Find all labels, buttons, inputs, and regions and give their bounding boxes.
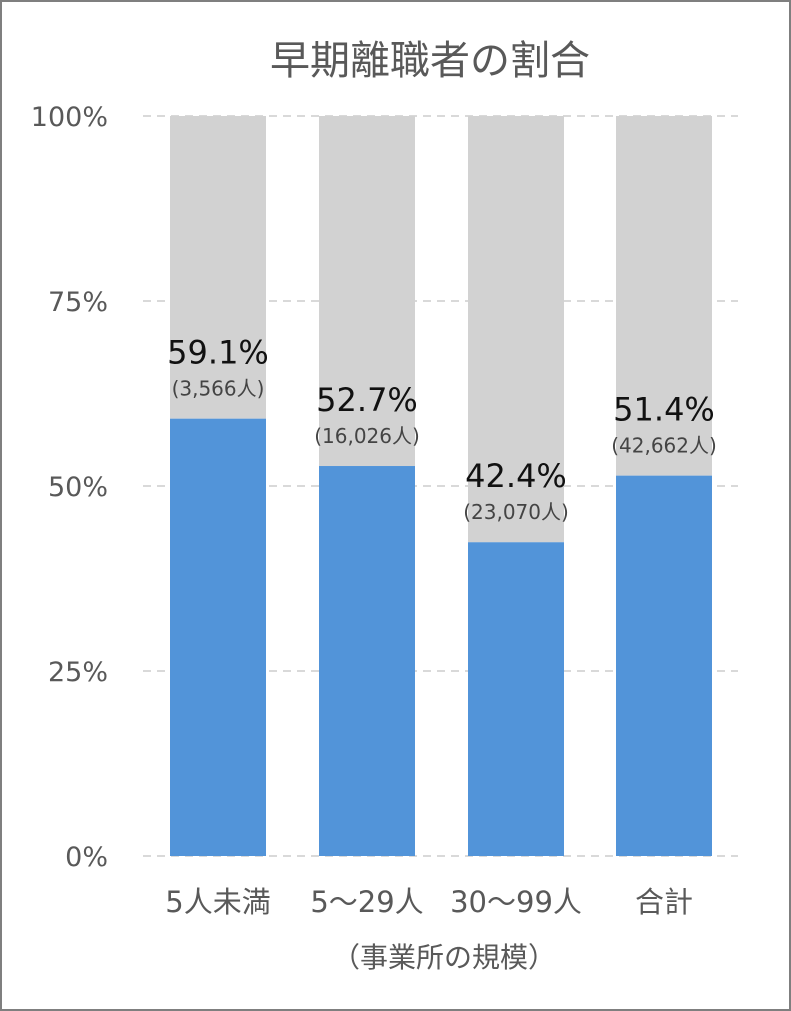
bar-remainder xyxy=(170,116,266,419)
bar-value xyxy=(468,542,564,856)
x-axis-label: （事業所の規模） xyxy=(332,941,556,974)
chart-title: 早期離職者の割合 xyxy=(270,38,590,84)
bar-remainder xyxy=(319,116,415,467)
bar-remainder xyxy=(616,116,712,476)
data-sublabel: (16,026人) xyxy=(314,424,420,448)
data-label: 52.7% xyxy=(316,381,418,419)
x-tick-label: 5～29人 xyxy=(310,885,423,919)
bar-remainder xyxy=(468,116,564,543)
data-label: 51.4% xyxy=(613,391,715,429)
y-tick-label: 50% xyxy=(48,472,108,503)
data-sublabel: (3,566人) xyxy=(172,377,265,401)
y-tick-label: 75% xyxy=(48,287,108,318)
data-label: 42.4% xyxy=(465,457,567,495)
y-tick-label: 0% xyxy=(65,842,108,873)
x-tick-label: 30～99人 xyxy=(450,885,582,919)
data-label: 59.1% xyxy=(167,334,269,372)
data-sublabel: (42,662人) xyxy=(611,434,717,458)
x-tick-label: 合計 xyxy=(635,885,693,919)
bar-value xyxy=(319,466,415,856)
x-tick-label: 5人未満 xyxy=(165,885,270,919)
y-tick-label: 25% xyxy=(48,657,108,688)
bar-value xyxy=(616,475,712,856)
bar-value xyxy=(170,418,266,856)
data-sublabel: (23,070人) xyxy=(463,500,569,524)
y-tick-label: 100% xyxy=(31,102,108,133)
